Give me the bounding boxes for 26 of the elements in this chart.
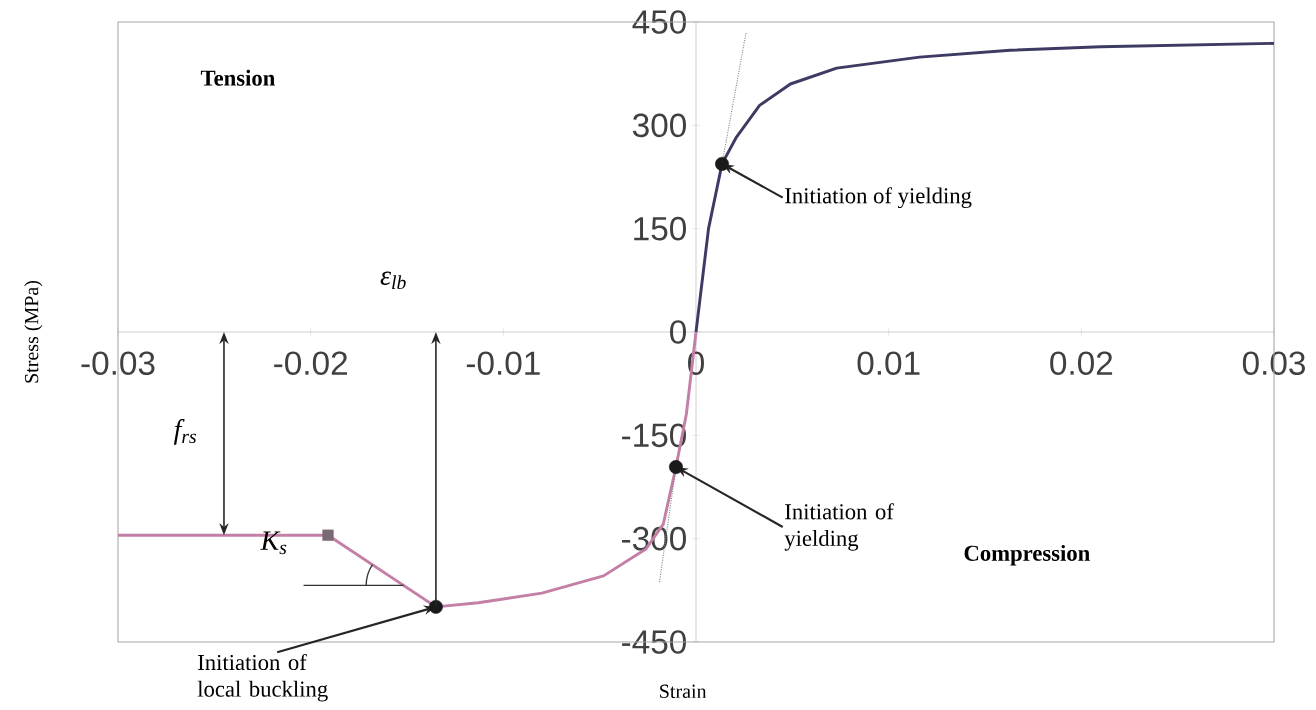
annotation: f$_{rs}$: [173, 419, 197, 445]
y-tick-label: 450: [632, 10, 686, 34]
annotation: Initiation of yielding: [784, 503, 894, 551]
x-tick-label: 0.01: [857, 351, 920, 375]
y-tick-label: 150: [634, 216, 686, 241]
x-tick-label: -0.02: [274, 351, 347, 375]
x-tick-label: -0.03: [81, 351, 155, 375]
x-tick-label: -0.01: [466, 351, 540, 375]
y-tick-label: -450: [622, 630, 686, 654]
annotation: Compression: [964, 544, 1090, 566]
y-tick-label: 300: [632, 113, 686, 138]
annotation: Tension: [200, 69, 275, 86]
y-axis-title: Stress (MPa): [24, 280, 43, 383]
y-tick-label: 0: [670, 320, 686, 344]
x-axis-title: Strain: [660, 684, 707, 699]
annotation: ε$_{lb}$: [380, 271, 406, 290]
point: [322, 529, 334, 541]
line-series: [694, 41, 1276, 334]
annotation: Initiation of local buckling: [197, 653, 328, 702]
annotation: K$_{s}$: [260, 531, 287, 555]
x-tick-label: 0.03: [1242, 351, 1305, 375]
point: [669, 460, 683, 474]
annotation: Initiation of yielding: [785, 187, 972, 209]
point: [428, 599, 443, 614]
x-tick-label: 0.02: [1050, 351, 1113, 375]
point: [715, 156, 729, 171]
